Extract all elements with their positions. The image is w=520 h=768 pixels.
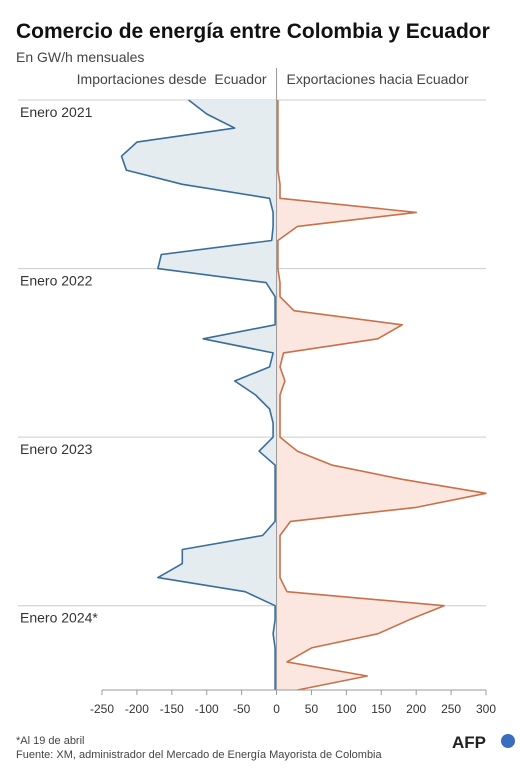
x-tick-label: 200 [406, 702, 426, 716]
logo: AFP [452, 733, 515, 752]
chart-subtitle: En GW/h mensuales [16, 49, 144, 65]
footnote: *Al 19 de abril [16, 735, 85, 747]
x-tick-label: 250 [441, 702, 461, 716]
x-tick-label: -200 [125, 702, 149, 716]
x-tick-label: 0 [273, 702, 280, 716]
x-tick-label: 300 [476, 702, 496, 716]
x-tick-label: -150 [160, 702, 184, 716]
x-tick-label: -50 [233, 702, 251, 716]
x-tick-label: 100 [336, 702, 356, 716]
x-tick-label: -250 [90, 702, 114, 716]
logo-text: AFP [452, 733, 486, 752]
area [276, 100, 486, 690]
y-tick-label: Enero 2023 [20, 441, 93, 457]
line [120, 99, 276, 690]
chart-title: Comercio de energía entre Colombia y Ecu… [16, 20, 490, 43]
logo-dot [501, 734, 515, 748]
line [277, 100, 487, 691]
series-label: Importaciones desde Ecuador [77, 71, 267, 87]
x-tick-label: -100 [195, 702, 219, 716]
x-tick-label: 150 [371, 702, 391, 716]
x-tick-label: 50 [305, 702, 319, 716]
source: Fuente: XM, administrador del Mercado de… [16, 749, 383, 761]
y-tick-label: Enero 2024* [20, 610, 98, 626]
y-tick-label: Enero 2022 [20, 273, 93, 289]
series-label: Exportaciones hacia Ecuador [287, 71, 469, 87]
y-tick-label: Enero 2021 [20, 104, 93, 120]
area [121, 100, 277, 690]
